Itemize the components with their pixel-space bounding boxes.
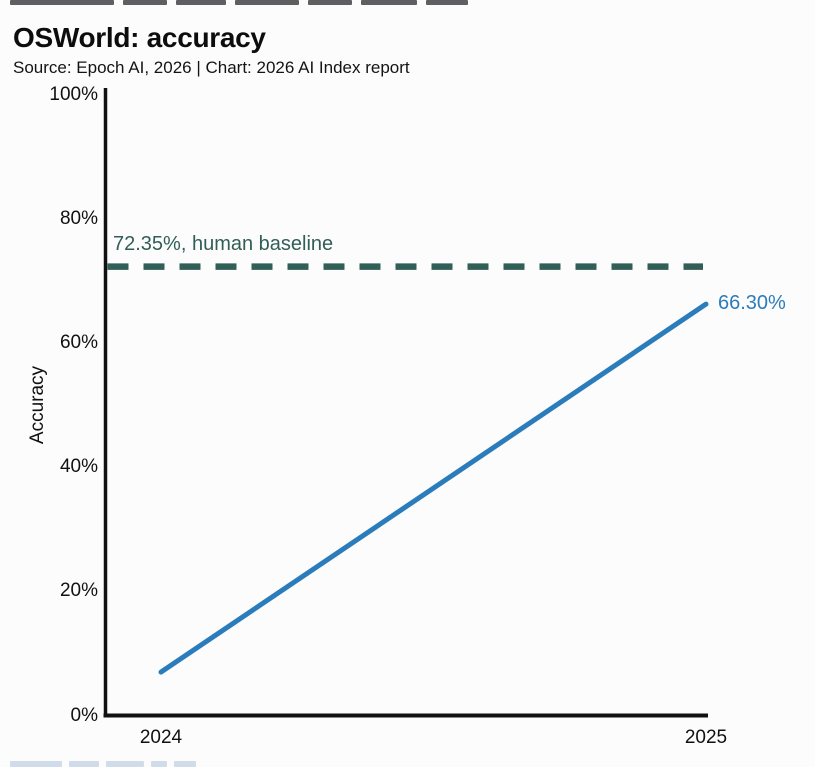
x-tick-label: 2025 bbox=[684, 727, 728, 748]
chart-source-line: Source: Epoch AI, 2026 | Chart: 2026 AI … bbox=[13, 58, 410, 77]
clipped-text-top bbox=[10, 0, 477, 7]
page-title: OSWorld: accuracy bbox=[13, 22, 266, 53]
baseline-annotation: 72.35%, human baseline bbox=[113, 232, 334, 255]
accuracy-series-line bbox=[158, 301, 709, 675]
y-axis-title: Accuracy bbox=[27, 365, 48, 445]
y-tick-label: 20% bbox=[59, 580, 98, 602]
clipped-text-bottom bbox=[10, 759, 203, 767]
y-tick-label: 100% bbox=[49, 84, 98, 105]
y-tick-label: 60% bbox=[59, 332, 98, 354]
y-tick-label: 80% bbox=[59, 208, 98, 230]
y-tick-label: 0% bbox=[70, 704, 98, 726]
x-tick-label: 2024 bbox=[139, 727, 183, 748]
y-tick-label: 40% bbox=[59, 456, 98, 478]
series-end-label: 66.30% bbox=[718, 292, 786, 315]
